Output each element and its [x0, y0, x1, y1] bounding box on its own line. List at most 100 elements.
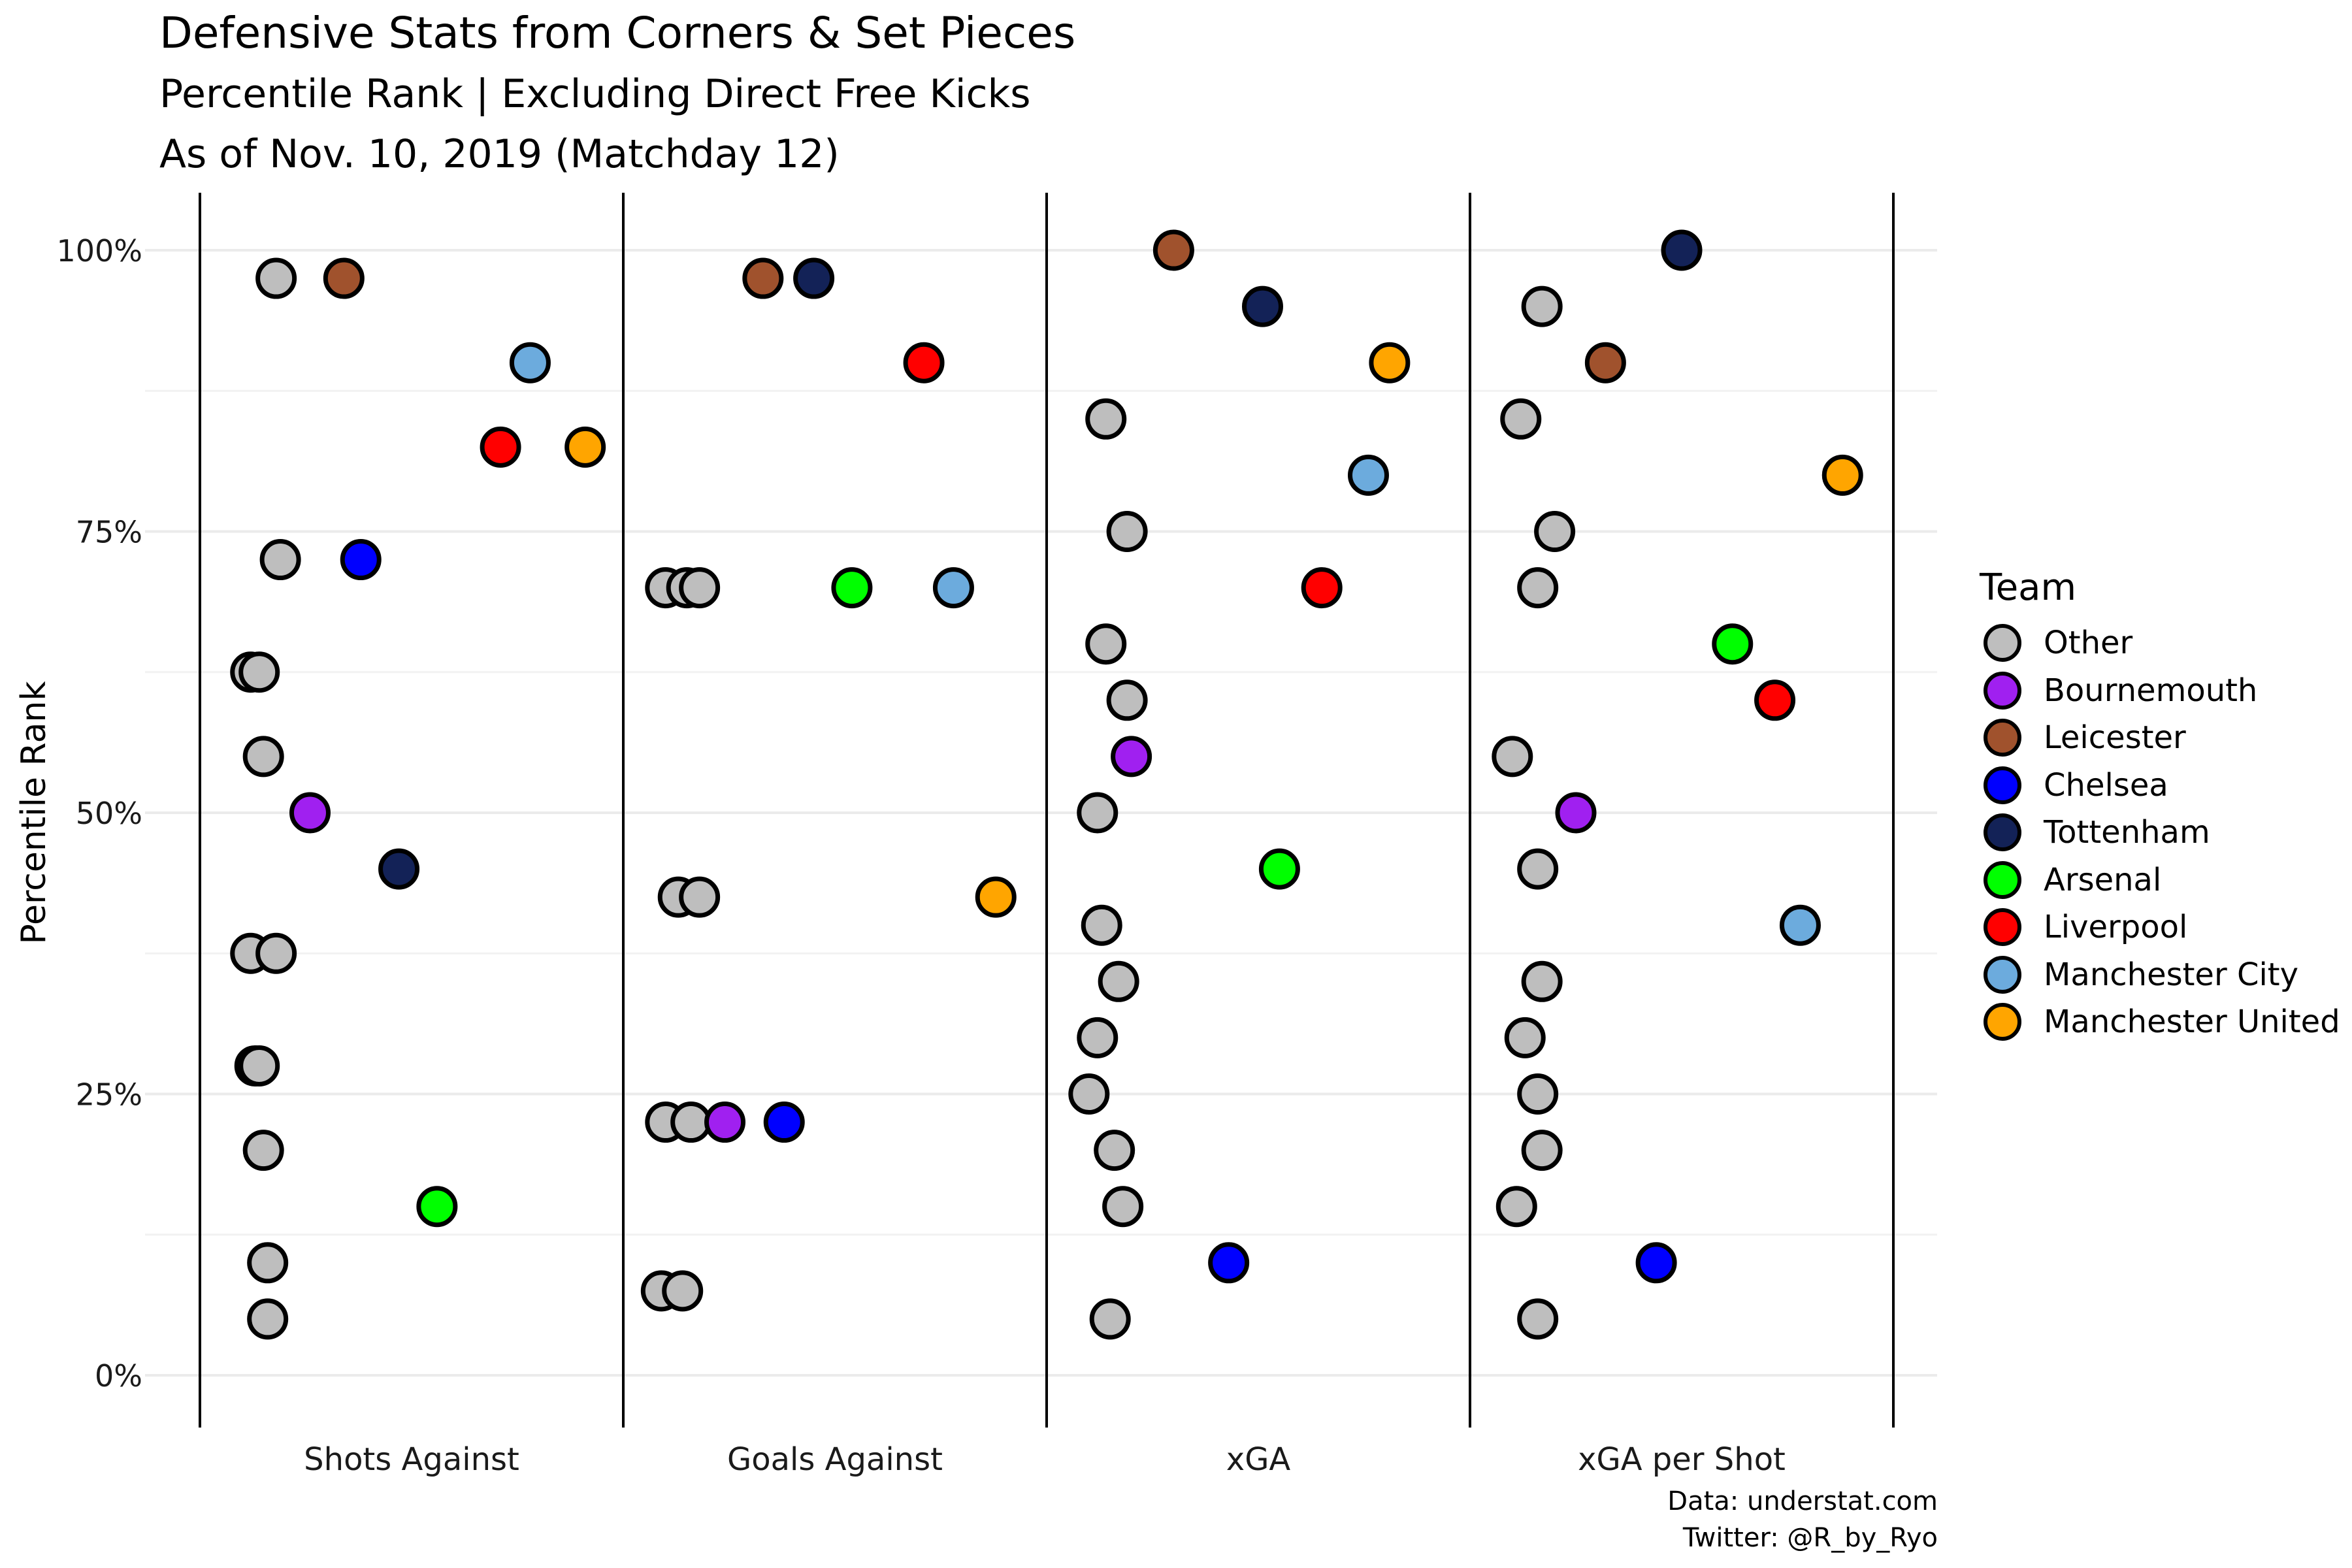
data-point-arsenal	[1258, 848, 1300, 890]
data-point-chelsea	[763, 1102, 805, 1143]
legend-dot-icon	[1984, 860, 2021, 899]
legend-item: Tottenham	[1980, 809, 2340, 857]
legend-key	[1980, 668, 2025, 713]
data-point-manchester-united	[1821, 454, 1863, 496]
legend-label: Other	[2044, 625, 2133, 662]
legend-title: Team	[1980, 566, 2077, 609]
legend-item: Liverpool	[1980, 904, 2340, 951]
legend-item: Bournemouth	[1980, 667, 2340, 715]
data-point-other	[1106, 511, 1148, 552]
caption-twitter: Twitter: @R_by_Ryo	[1682, 1523, 1938, 1553]
data-point-tottenham	[1241, 286, 1283, 327]
data-point-chelsea	[1635, 1242, 1677, 1284]
chart-subtitle: Percentile Rank | Excluding Direct Free …	[159, 71, 1031, 117]
legend-label: Bournemouth	[2044, 672, 2258, 709]
data-point-other	[1495, 1186, 1537, 1228]
data-point-manchester-united	[975, 876, 1017, 918]
legend-item: Leicester	[1980, 714, 2340, 762]
data-point-liverpool	[903, 342, 945, 384]
data-point-other	[242, 736, 284, 777]
data-point-liverpool	[1301, 567, 1343, 609]
data-point-other	[238, 651, 280, 693]
data-point-other	[238, 1045, 280, 1086]
chart-subtitle-date: As of Nov. 10, 2019 (Matchday 12)	[159, 131, 840, 177]
legend-item: Manchester United	[1980, 998, 2340, 1046]
data-point-other	[1106, 679, 1148, 721]
data-point-other	[1085, 623, 1127, 665]
data-point-other	[247, 1298, 289, 1340]
legend-dot-icon	[1984, 955, 2021, 994]
data-point-other	[1517, 848, 1559, 890]
data-point-other	[1521, 1130, 1563, 1171]
data-point-leicester	[1152, 229, 1194, 271]
data-point-manchester-city	[932, 567, 974, 609]
legend-key	[1980, 904, 2025, 950]
data-point-other	[679, 567, 721, 609]
data-point-leicester	[742, 257, 784, 299]
data-point-other	[1521, 286, 1563, 327]
data-point-other	[1077, 1017, 1119, 1058]
legend-label: Manchester United	[2044, 1004, 2340, 1041]
data-point-other	[1534, 511, 1576, 552]
legend-item: Manchester City	[1980, 951, 2340, 999]
x-category-label: xGA per Shot	[1578, 1441, 1786, 1478]
data-point-liverpool	[480, 426, 521, 468]
legend-key	[1980, 809, 2025, 855]
x-category-label: xGA	[1226, 1441, 1291, 1478]
data-point-bournemouth	[1555, 792, 1597, 834]
data-point-manchester-city	[1779, 904, 1821, 946]
caption: Data: understat.com Twitter: @R_by_Ryo	[1667, 1483, 1938, 1556]
legend-label: Manchester City	[2044, 956, 2299, 993]
data-point-other	[1094, 1130, 1135, 1171]
data-point-other	[1521, 960, 1563, 1002]
y-tick-label: 25%	[76, 1077, 142, 1113]
legend-key	[1980, 999, 2025, 1045]
legend-item: Chelsea	[1980, 762, 2340, 809]
legend-dot-icon	[1984, 1003, 2021, 1041]
data-point-arsenal	[416, 1186, 458, 1228]
data-point-tottenham	[378, 848, 420, 890]
data-point-other	[255, 257, 297, 299]
data-point-other	[1504, 1017, 1546, 1058]
data-point-other	[1517, 1298, 1559, 1340]
legend-label: Liverpool	[2044, 909, 2188, 946]
data-point-other	[1517, 1073, 1559, 1115]
data-point-other	[662, 1270, 704, 1312]
data-point-other	[1081, 904, 1122, 946]
data-point-bournemouth	[1111, 736, 1152, 777]
data-point-leicester	[323, 257, 365, 299]
legend-dot-icon	[1984, 624, 2021, 662]
title-block: Defensive Stats from Corners & Set Piece…	[159, 3, 1075, 184]
legend-item: Arsenal	[1980, 857, 2340, 904]
data-point-tottenham	[1661, 229, 1703, 271]
data-point-arsenal	[1712, 623, 1754, 665]
data-point-manchester-united	[564, 426, 606, 468]
caption-source: Data: understat.com	[1667, 1486, 1938, 1516]
x-category-label: Shots Against	[304, 1441, 519, 1478]
legend-items: Other Bournemouth Leicester Chelsea Tottenha…	[1980, 619, 2340, 1046]
data-point-other	[670, 1102, 712, 1143]
legend-label: Tottenham	[2044, 814, 2210, 851]
legend-dot-icon	[1984, 719, 2021, 757]
data-point-other	[247, 1242, 289, 1284]
legend-key	[1980, 620, 2025, 666]
data-point-bournemouth	[704, 1102, 746, 1143]
y-tick-label: 50%	[76, 796, 142, 831]
legend-label: Chelsea	[2044, 766, 2168, 804]
y-tick-label: 0%	[95, 1358, 142, 1394]
y-tick-label: 100%	[56, 233, 142, 269]
data-point-chelsea	[340, 539, 382, 581]
data-point-other	[1492, 736, 1533, 777]
legend: Team Other Bournemouth Leicester Chelsea Tot…	[1980, 562, 2340, 1046]
data-point-arsenal	[831, 567, 873, 609]
data-point-chelsea	[1208, 1242, 1250, 1284]
data-point-manchester-city	[1347, 454, 1389, 496]
legend-key	[1980, 762, 2025, 808]
data-point-leicester	[1584, 342, 1626, 384]
data-point-liverpool	[1754, 679, 1796, 721]
legend-item: Other	[1980, 619, 2340, 667]
data-point-other	[1098, 960, 1139, 1002]
data-point-bournemouth	[289, 792, 331, 834]
chart-title: Defensive Stats from Corners & Set Piece…	[159, 8, 1076, 58]
